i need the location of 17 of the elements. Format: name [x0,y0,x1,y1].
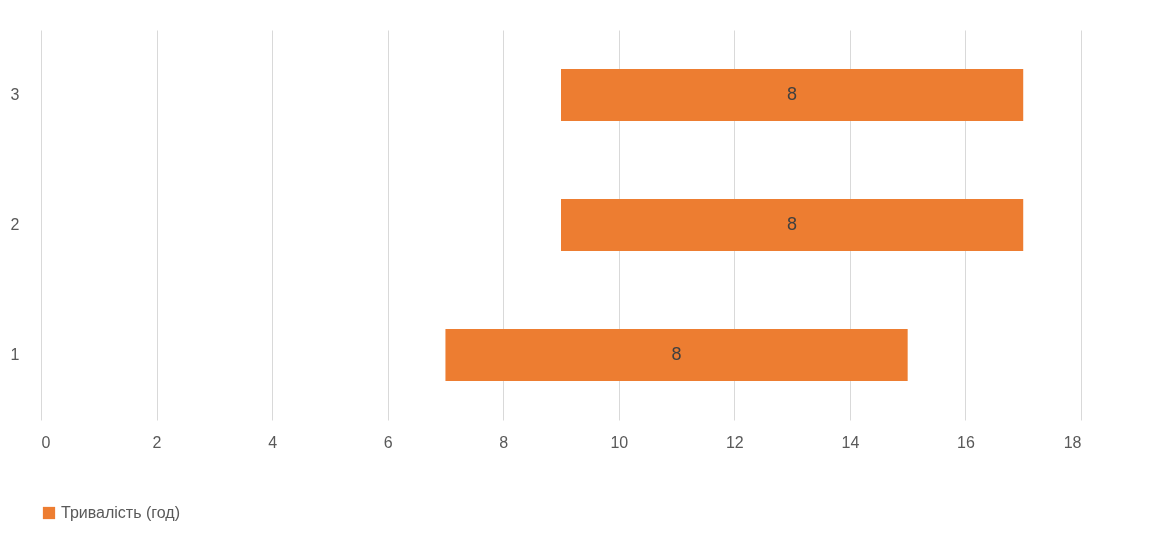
data-label: 8 [787,214,798,234]
x-tick-label: 4 [268,433,278,451]
x-tick-label: 16 [957,433,975,451]
data-label: 8 [671,344,682,364]
x-tick-label: 2 [152,433,162,451]
x-tick-label: 14 [841,433,860,451]
y-tick-label: 1 [10,346,20,363]
legend-label: Тривалість (год) [61,504,180,521]
x-tick-label: 8 [499,433,509,451]
x-tick-label: 18 [1063,433,1082,451]
y-tick-label: 3 [10,86,20,103]
x-tick-label: 0 [41,433,51,451]
x-tick-label: 12 [725,433,744,451]
x-tick-label: 10 [610,433,629,451]
y-tick-label: 2 [10,216,20,233]
x-tick-label: 6 [383,433,393,451]
data-label: 8 [787,84,798,104]
